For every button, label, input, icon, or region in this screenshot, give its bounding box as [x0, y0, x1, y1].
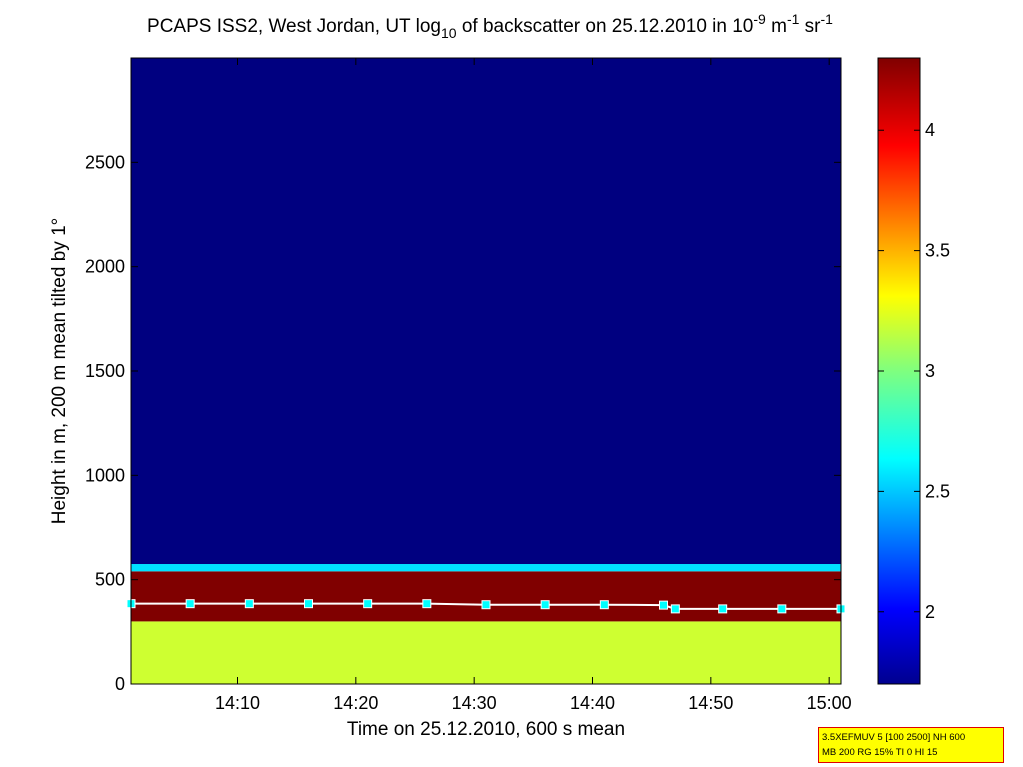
x-tick-label: 14:20: [333, 693, 378, 713]
x-tick-label: 14:10: [215, 693, 260, 713]
x-tick-label: 14:40: [570, 693, 615, 713]
mixing-height-marker: [481, 600, 491, 610]
y-tick-label: 2500: [85, 152, 125, 172]
chart-title: PCAPS ISS2, West Jordan, UT log10 of bac…: [147, 11, 833, 41]
mixing-height-marker: [777, 604, 787, 614]
backscatter-layer-2: [131, 564, 841, 572]
mixing-height-marker: [659, 600, 668, 610]
layer-top-line: [131, 602, 841, 610]
info-line-1: 3.5XEFMUV 5 [100 2500] NH 600: [822, 732, 966, 743]
mixing-height-marker: [540, 600, 550, 610]
y-axis-label: Height in m, 200 m mean tilted by 1°: [49, 218, 70, 524]
y-tick-label: 2000: [85, 257, 125, 277]
mixing-height-marker: [422, 599, 432, 609]
plot-area: [126, 58, 846, 684]
colorbar-ticks: 2 2.5 3 3.5 4: [878, 120, 950, 622]
mixing-height-marker: [244, 599, 254, 609]
mixing-height-marker: [718, 604, 728, 614]
mixing-height-marker: [185, 599, 195, 609]
mixing-height-marker: [670, 604, 680, 614]
processing-info-box: 3.5XEFMUV 5 [100 2500] NH 600 MB 200 RG …: [818, 727, 1004, 763]
x-tick-label: 14:30: [452, 693, 497, 713]
x-tick-label: 15:00: [807, 693, 852, 713]
backscatter-layer-1: [131, 571, 841, 622]
colorbar-tick-label: 3: [925, 361, 935, 381]
mixing-height-marker: [599, 600, 609, 610]
y-axis: 0 500 1000 1500 2000 2500: [85, 152, 841, 694]
mixing-height-marker: [304, 599, 313, 609]
y-tick-label: 500: [95, 570, 125, 590]
y-tick-label: 1000: [85, 465, 125, 485]
x-tick-label: 14:50: [688, 693, 733, 713]
backscatter-layer-3: [131, 58, 841, 565]
colorbar-tick-label: 2: [925, 602, 935, 622]
y-tick-label: 1500: [85, 361, 125, 381]
x-axis: 14:10 14:20 14:30 14:40 14:50 15:00: [215, 58, 852, 713]
colorbar: [877, 57, 921, 685]
info-line-2: MB 200 RG 15% TI 0 HI 15: [822, 747, 938, 758]
colorbar-tick-label: 4: [925, 120, 935, 140]
colorbar-tick-label: 2.5: [925, 481, 950, 501]
mixing-height-marker: [363, 599, 373, 609]
colorbar-tick-label: 3.5: [925, 241, 950, 261]
x-axis-label: Time on 25.12.2010, 600 s mean: [347, 719, 625, 740]
y-tick-label: 0: [115, 674, 125, 694]
backscatter-layer-0: [131, 621, 841, 684]
